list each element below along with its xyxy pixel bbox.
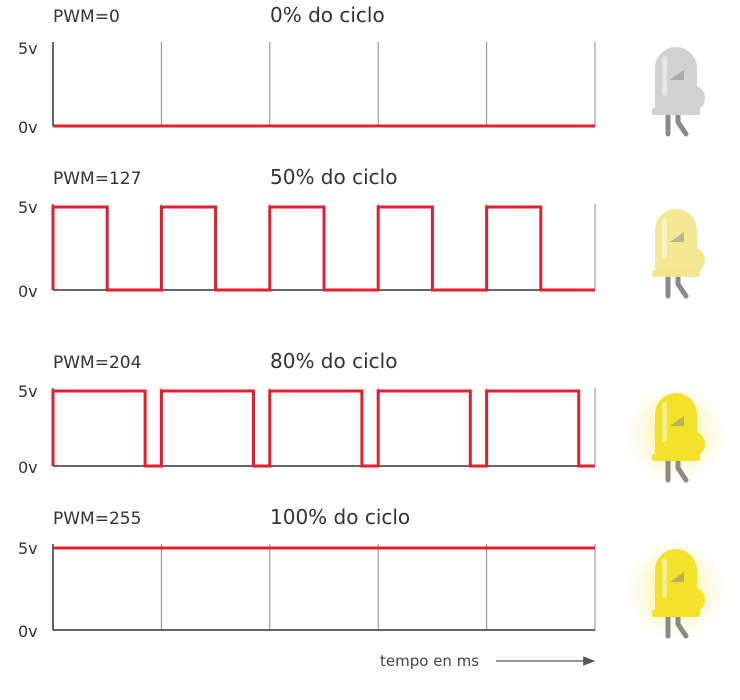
pwm-label: PWM=127 xyxy=(53,169,141,189)
led-rim xyxy=(652,454,700,461)
y-tick-label-0v: 0v xyxy=(18,622,38,641)
led-icon xyxy=(652,209,706,299)
led-highlight xyxy=(662,218,667,258)
pwm-label: PWM=255 xyxy=(53,509,141,529)
pwm-label: PWM=204 xyxy=(53,353,141,373)
y-tick-label-0v: 0v xyxy=(18,458,38,477)
pwm-chart-2: PWM=127 50% do ciclo 5v 0v xyxy=(18,165,706,301)
y-tick-label-5v: 5v xyxy=(18,382,38,401)
time-axis-caption: tempo en ms xyxy=(380,652,596,670)
led-icon xyxy=(652,47,705,137)
led-leg-right xyxy=(675,111,689,137)
led-highlight xyxy=(662,558,667,598)
pwm-signal-line xyxy=(51,205,595,292)
chart-title: 80% do ciclo xyxy=(270,349,397,373)
led-leg-right xyxy=(675,613,689,639)
y-tick-label-5v: 5v xyxy=(18,539,38,558)
led-die xyxy=(670,416,684,426)
led-rim xyxy=(652,270,700,277)
led-rim xyxy=(652,108,700,115)
led-die xyxy=(670,70,684,80)
pwm-label: PWM=0 xyxy=(53,7,120,27)
pwm-chart-3: PWM=204 80% do ciclo 5v 0v xyxy=(18,349,726,484)
chart-title: 100% do ciclo xyxy=(270,505,410,529)
pwm-chart-1: PWM=0 0% do ciclo 5v 0v xyxy=(18,3,705,137)
chart-title: 0% do ciclo xyxy=(270,3,385,27)
led-leg-right xyxy=(675,457,689,483)
led-die xyxy=(670,572,684,582)
led-leg-right xyxy=(675,273,689,299)
led-icon xyxy=(626,384,726,484)
y-tick-label-5v: 5v xyxy=(18,198,38,217)
pwm-chart-4: PWM=255 100% do ciclo 5v 0v xyxy=(18,505,726,641)
led-highlight xyxy=(662,56,667,96)
pwm-signal-line xyxy=(51,389,595,468)
led-rim xyxy=(652,610,700,617)
chart-title: 50% do ciclo xyxy=(270,165,397,189)
led-highlight xyxy=(662,402,667,442)
y-tick-label-0v: 0v xyxy=(18,282,38,301)
time-axis-label: tempo en ms xyxy=(380,652,479,670)
y-tick-label-0v: 0v xyxy=(18,118,38,137)
led-die xyxy=(670,232,684,242)
led-icon xyxy=(626,540,726,640)
y-tick-label-5v: 5v xyxy=(18,39,38,58)
